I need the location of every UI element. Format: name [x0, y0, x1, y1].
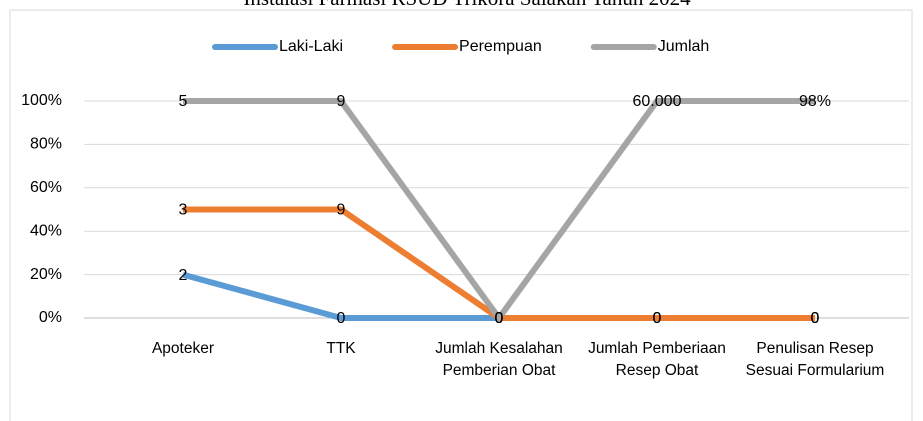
data-label: 98% [799, 93, 831, 110]
data-label: 0 [653, 310, 662, 327]
data-label: 2 [179, 267, 188, 284]
x-tick-label: TTK [326, 340, 356, 357]
y-tick-label: 100% [21, 92, 62, 109]
data-label: 0 [811, 310, 820, 327]
legend-label: Laki-Laki [279, 38, 343, 55]
chart-border [9, 9, 913, 421]
x-tick-label: Jumlah Pemberiaan Resep Obat [588, 340, 726, 379]
legend-label: Perempuan [459, 38, 542, 55]
data-label: 0 [337, 310, 346, 327]
y-tick-label: 20% [30, 266, 62, 283]
series-line [183, 98, 815, 321]
data-label: 0 [495, 310, 504, 327]
y-tick-label: 80% [30, 136, 62, 153]
data-label: 0 [495, 310, 504, 327]
y-tick-label: 40% [30, 222, 62, 239]
x-tick-label: Apoteker [151, 340, 215, 357]
x-tick-label: Jumlah Kesalahan Pemberian Obat [435, 340, 563, 379]
legend-label: Jumlah [658, 38, 710, 55]
data-label: 9 [337, 202, 346, 219]
data-label: 0 [811, 310, 820, 327]
data-label: 60.000 [633, 93, 682, 110]
y-tick-label: 0% [39, 309, 62, 326]
data-label: 9 [337, 93, 346, 110]
chart-title: Instalasi Farmasi RSUD Trikora Salakan T… [243, 0, 691, 10]
data-label: 0 [653, 310, 662, 327]
data-label: 0 [495, 310, 504, 327]
y-tick-label: 60% [30, 179, 62, 196]
x-tick-label: Penulisan Resep Sesuai Formularium [745, 340, 885, 379]
data-label: 5 [179, 93, 188, 110]
data-label: 3 [179, 202, 188, 219]
